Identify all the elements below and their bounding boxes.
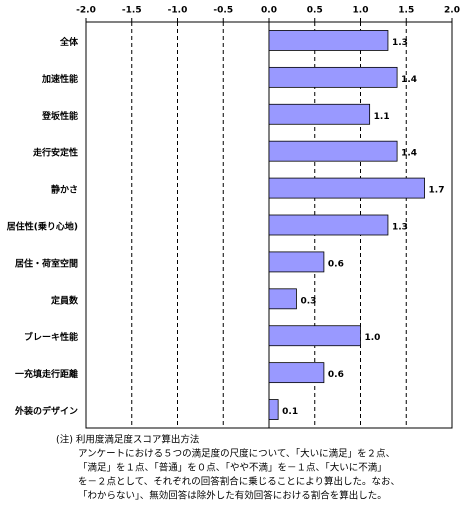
category-label: 加速性能 bbox=[41, 73, 78, 85]
value-label: 0.3 bbox=[300, 296, 316, 306]
bar bbox=[268, 214, 389, 236]
value-label: 1.4 bbox=[401, 149, 417, 159]
bar bbox=[268, 103, 371, 125]
value-label: 0.6 bbox=[328, 370, 344, 380]
bar bbox=[268, 362, 325, 384]
value-label: 1.7 bbox=[429, 186, 445, 196]
category-label: 全体 bbox=[59, 36, 79, 48]
note-line: (注) 利用度満足度スコア算出方法 bbox=[56, 434, 199, 446]
value-label: 0.6 bbox=[328, 259, 344, 269]
category-label: 居住・荷室空間 bbox=[15, 257, 78, 269]
value-label: 0.1 bbox=[282, 407, 298, 417]
category-label: 居住性(乗り心地) bbox=[7, 221, 78, 233]
bar bbox=[268, 325, 361, 347]
x-tick-label: -1.5 bbox=[122, 6, 142, 16]
bar bbox=[268, 30, 389, 51]
x-tick-label: 2.0 bbox=[444, 6, 460, 16]
category-label: 外装のデザイン bbox=[14, 405, 78, 417]
category-label: 一充填走行距離 bbox=[15, 368, 78, 380]
value-label: 1.3 bbox=[392, 223, 408, 233]
x-tick-label: 0.0 bbox=[261, 6, 277, 16]
value-label: 1.0 bbox=[365, 333, 381, 343]
category-label: 走行安定性 bbox=[32, 147, 78, 159]
x-tick-label: 1.0 bbox=[353, 6, 369, 16]
bar bbox=[268, 66, 398, 88]
category-label: 登坂性能 bbox=[41, 110, 78, 122]
x-tick-label: 1.5 bbox=[398, 6, 414, 16]
bar bbox=[268, 288, 297, 310]
x-tick-label: -2.0 bbox=[76, 6, 96, 16]
category-label: 定員数 bbox=[50, 294, 79, 306]
bar bbox=[268, 140, 398, 162]
note-line: アンケートにおける５つの満足度の尺度について、「大いに満足」を２点、 bbox=[78, 448, 395, 460]
note-line: を－２点として、それぞれの回答割合に乗じることにより算出した。なお、 bbox=[78, 476, 400, 488]
category-label: ブレーキ性能 bbox=[24, 331, 78, 343]
note-line: 「わからない」、無効回答は除外した有効回答における割合を算出した。 bbox=[78, 490, 387, 502]
bar bbox=[268, 251, 325, 273]
x-tick-label: 0.5 bbox=[307, 6, 323, 16]
bar bbox=[268, 177, 425, 199]
value-label: 1.3 bbox=[392, 38, 408, 48]
value-label: 1.4 bbox=[401, 75, 417, 85]
value-label: 1.1 bbox=[374, 112, 390, 122]
x-tick-label: -0.5 bbox=[213, 6, 233, 16]
bar bbox=[268, 399, 279, 420]
note-line: 「満足」を１点、「普通」を０点、「やや不満」を－１点、「大いに不満」 bbox=[78, 462, 387, 474]
category-label: 静かさ bbox=[51, 184, 78, 196]
x-tick-label: -1.0 bbox=[168, 6, 188, 16]
